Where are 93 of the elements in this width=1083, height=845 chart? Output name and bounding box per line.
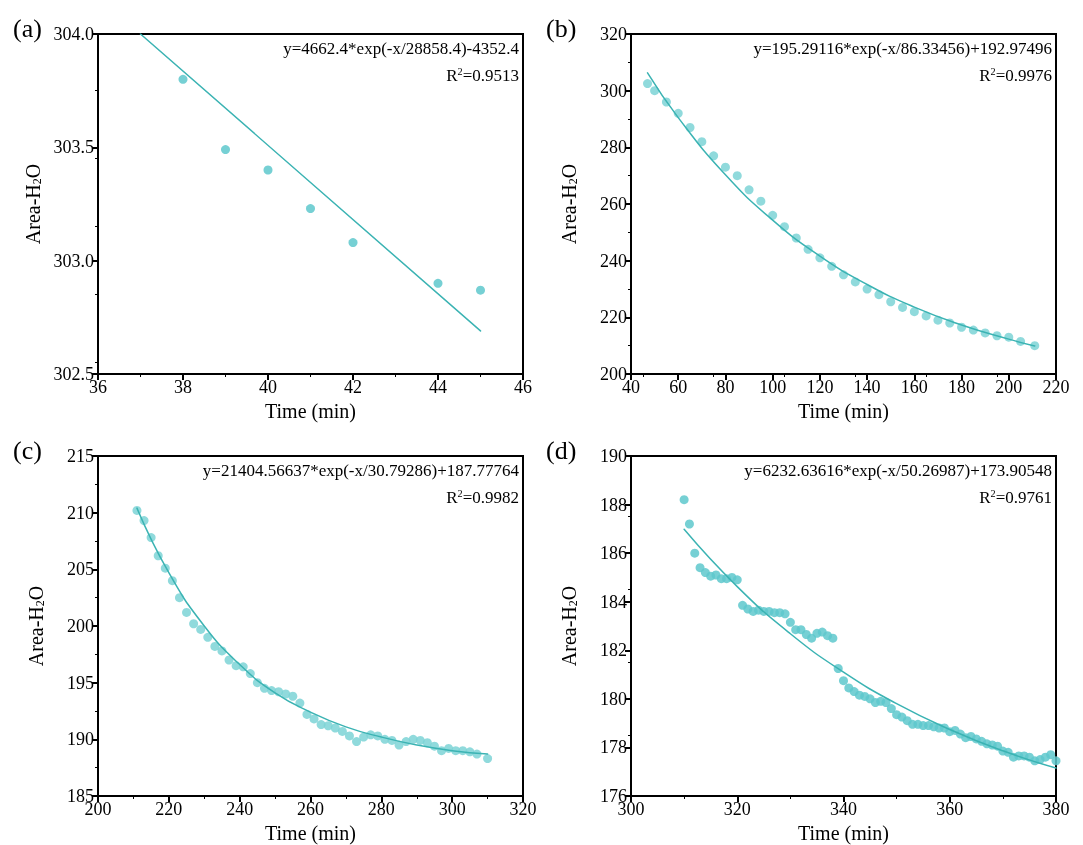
point: [643, 79, 653, 89]
x-tick-label: 180: [948, 377, 976, 397]
x-tick-label: 140: [853, 377, 881, 397]
point: [196, 624, 206, 634]
x-tick-label: 160: [900, 377, 928, 397]
y-tick-label: 210: [67, 502, 94, 523]
x-tick-label: 38: [174, 377, 192, 397]
x-tick-label: 44: [429, 377, 447, 397]
point: [348, 238, 358, 248]
y-tick-label: 215: [67, 446, 94, 466]
point: [352, 737, 362, 747]
point: [288, 691, 298, 701]
x-tick-label: 320: [723, 799, 751, 819]
x-axis-title: Time (min): [798, 399, 889, 423]
y-tick-label: 303.5: [53, 137, 94, 158]
point: [483, 754, 493, 764]
x-tick-label: 42: [344, 377, 362, 397]
point: [337, 726, 347, 736]
x-tick-label: 380: [1042, 799, 1070, 819]
chart-title: (b): [546, 13, 577, 43]
y-tick-label: 280: [600, 137, 627, 158]
annotation: y=195.29116*exp(-x/86.33456)+192.97496: [753, 39, 1052, 58]
point: [709, 151, 719, 161]
point: [263, 165, 273, 175]
point: [210, 641, 220, 651]
x-axis-title: Time (min): [798, 821, 889, 845]
point: [306, 204, 315, 214]
y-tick-label: 184: [600, 591, 627, 612]
point: [476, 285, 485, 295]
x-axis-title: Time (min): [265, 821, 356, 845]
y-tick-label: 190: [600, 446, 627, 466]
y-tick-label: 220: [600, 307, 627, 328]
y-tick-label: 200: [67, 616, 94, 636]
y-axis-title: Area-H2O: [21, 163, 44, 245]
point: [221, 145, 230, 155]
y-tick-label: 195: [67, 672, 94, 693]
point: [732, 171, 742, 181]
point: [182, 607, 192, 617]
point: [744, 185, 754, 195]
x-tick-label: 280: [367, 799, 395, 819]
point: [433, 278, 443, 288]
point: [697, 137, 707, 147]
x-tick-label: 46: [514, 377, 532, 397]
point: [309, 714, 319, 724]
x-tick-label: 80: [716, 377, 735, 397]
y-tick-label: 180: [600, 688, 627, 709]
x-tick-label: 240: [226, 799, 254, 819]
x-tick-label: 60: [669, 377, 688, 397]
y-axis-title: Area-H2O: [558, 585, 580, 667]
annotation: y=21404.56637*exp(-x/30.79286)+187.77764: [202, 461, 520, 480]
point: [720, 162, 730, 172]
annotation: y=6232.63616*exp(-x/50.26987)+173.90548: [744, 461, 1053, 480]
y-tick-label: 260: [600, 194, 627, 214]
y-tick-label: 205: [67, 559, 94, 580]
point: [756, 196, 766, 206]
y-tick-label: 186: [600, 543, 627, 564]
x-tick-label: 100: [759, 377, 787, 397]
point: [862, 284, 872, 294]
point: [323, 721, 333, 731]
y-axis-title: Area-H2O: [25, 585, 47, 667]
y-tick-label: 190: [67, 729, 94, 750]
point: [886, 297, 896, 307]
x-axis-title: Time (min): [265, 399, 356, 423]
chart-title: (a): [13, 13, 42, 43]
x-tick-label: 320: [509, 799, 537, 819]
y-tick-label: 182: [600, 640, 627, 661]
x-tick-label: 360: [936, 799, 964, 819]
x-tick-label: 220: [155, 799, 183, 819]
y-tick-label: 304.0: [53, 24, 94, 44]
y-tick-label: 320: [600, 24, 627, 44]
x-tick-label: 200: [995, 377, 1023, 397]
x-tick-label: 260: [297, 799, 324, 819]
x-tick-label: 40: [259, 377, 277, 397]
point: [909, 307, 919, 317]
y-tick-label: 178: [600, 737, 627, 758]
point: [189, 619, 199, 629]
y-tick-label: 188: [600, 494, 627, 515]
x-tick-label: 120: [806, 377, 834, 397]
point: [203, 632, 213, 642]
x-tick-label: 340: [830, 799, 857, 819]
point: [178, 74, 188, 84]
point: [344, 731, 354, 741]
x-tick-label: 300: [438, 799, 466, 819]
y-axis-title: Area-H2O: [558, 163, 580, 245]
annotation: y=4662.4*exp(-x/28858.4)-4352.4: [283, 39, 520, 58]
y-tick-label: 240: [600, 250, 627, 271]
chart-title: (c): [13, 435, 42, 465]
point: [422, 738, 432, 748]
y-tick-label: 303.0: [53, 250, 94, 271]
chart-title: (d): [546, 435, 577, 465]
point: [898, 302, 908, 312]
y-tick-label: 300: [600, 80, 627, 101]
x-tick-label: 220: [1042, 377, 1070, 397]
